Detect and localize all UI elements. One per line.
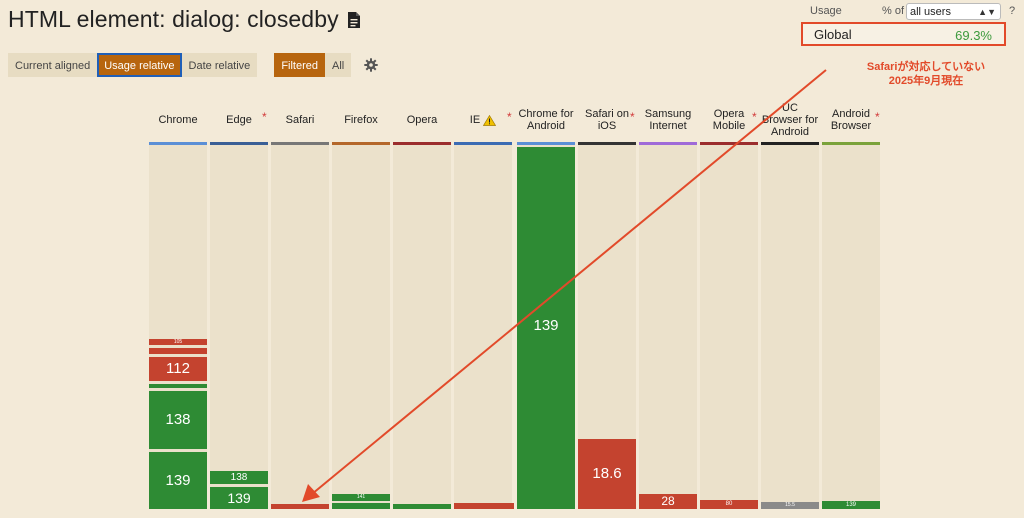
line-firefox — [332, 142, 390, 145]
page-title-text: HTML element: dialog: closedby — [8, 6, 339, 32]
star-ie-icon: * — [507, 110, 512, 124]
line-safari — [271, 142, 329, 145]
users-select[interactable]: all users ▲▼ — [906, 3, 1001, 20]
warning-icon — [483, 114, 497, 126]
segment-firefox-141[interactable]: 141 — [332, 494, 390, 501]
star-android-browser-icon: * — [875, 110, 880, 124]
header-android-browser[interactable]: Android Browser — [830, 108, 872, 132]
line-safari-ios — [578, 142, 636, 145]
column-safari — [271, 142, 329, 509]
header-samsung[interactable]: Samsung Internet — [644, 108, 692, 132]
column-opera-mobile — [700, 142, 758, 509]
annotation-text: Safariが対応していない 2025年9月現在 — [866, 60, 986, 88]
segment-chrome-thin[interactable] — [149, 384, 207, 388]
segment-android-browser[interactable]: 139 — [822, 501, 880, 509]
star-safari-ios-icon: * — [630, 110, 635, 124]
global-usage-value: 69.3% — [955, 28, 992, 43]
segment-chrome-old2[interactable] — [149, 348, 207, 354]
line-samsung — [639, 142, 697, 145]
segment-safari-ios[interactable]: 18.6 — [578, 439, 636, 509]
column-opera — [393, 142, 451, 509]
column-samsung — [639, 142, 697, 509]
filtered-button[interactable]: Filtered — [274, 53, 325, 77]
segment-ie[interactable] — [454, 503, 514, 509]
line-opera-mobile — [700, 142, 758, 145]
header-uc-browser[interactable]: UC Browser for Android — [761, 102, 819, 138]
current-aligned-button[interactable]: Current aligned — [8, 53, 98, 77]
column-edge — [210, 142, 268, 509]
segment-chrome-old[interactable]: 105 — [149, 339, 207, 345]
all-button[interactable]: All — [325, 53, 352, 77]
column-ie — [454, 142, 512, 509]
view-toolbar: Current aligned Usage relative Date rela… — [8, 53, 378, 77]
header-ie-label: IE — [469, 114, 481, 126]
document-icon[interactable] — [347, 11, 361, 28]
header-edge[interactable]: Edge — [226, 114, 252, 126]
segment-edge-139[interactable]: 139 — [210, 487, 268, 509]
segment-chrome-android-139[interactable]: 139 — [517, 147, 575, 509]
line-android-browser — [822, 142, 880, 145]
star-edge-icon: * — [262, 110, 267, 124]
segment-edge-138[interactable]: 138 — [210, 471, 268, 484]
column-android-browser — [822, 142, 880, 509]
select-arrows-icon: ▲▼ — [978, 7, 996, 17]
header-safari[interactable]: Safari — [285, 114, 315, 126]
column-uc-browser — [761, 142, 819, 509]
line-chrome — [149, 142, 207, 145]
segment-opera[interactable] — [393, 504, 451, 509]
global-usage-row: Global 69.3% — [801, 22, 1006, 46]
header-opera-mobile[interactable]: Opera Mobile — [712, 108, 746, 132]
header-safari-ios[interactable]: Safari on iOS — [584, 108, 630, 132]
segment-uc-browser[interactable]: 15.5 — [761, 502, 819, 509]
segment-chrome-139[interactable]: 139 — [149, 452, 207, 509]
segment-opera-mobile[interactable]: 80 — [700, 500, 758, 509]
segment-firefox-other[interactable] — [332, 503, 390, 509]
segment-samsung[interactable]: 28 — [639, 494, 697, 509]
help-link[interactable]: ? — [1009, 5, 1016, 17]
header-chrome-android[interactable]: Chrome for Android — [518, 108, 574, 132]
usage-relative-button[interactable]: Usage relative — [97, 53, 182, 77]
segment-safari[interactable] — [271, 504, 329, 509]
line-uc-browser — [761, 142, 819, 145]
page-title: HTML element: dialog: closedby — [8, 6, 361, 33]
gear-icon[interactable] — [364, 58, 378, 72]
header-chrome[interactable]: Chrome — [158, 114, 198, 126]
star-opera-mobile-icon: * — [752, 110, 757, 124]
annotation-line1: Safariが対応していない — [866, 61, 986, 73]
segment-chrome-138[interactable]: 138 — [149, 391, 207, 449]
line-edge — [210, 142, 268, 145]
line-opera — [393, 142, 451, 145]
users-select-value: all users — [910, 6, 951, 18]
usage-label: Usage — [810, 5, 842, 17]
header-opera[interactable]: Opera — [406, 114, 438, 126]
percent-of-label: % of — [882, 5, 905, 17]
date-relative-button[interactable]: Date relative — [181, 53, 258, 77]
line-ie — [454, 142, 512, 145]
annotation-line2: 2025年9月現在 — [888, 75, 964, 87]
header-firefox[interactable]: Firefox — [344, 114, 378, 126]
global-label: Global — [814, 27, 852, 42]
segment-chrome-112[interactable]: 112 — [149, 357, 207, 381]
line-chrome-android — [517, 142, 575, 145]
column-firefox — [332, 142, 390, 509]
header-ie[interactable]: IE — [454, 98, 512, 142]
